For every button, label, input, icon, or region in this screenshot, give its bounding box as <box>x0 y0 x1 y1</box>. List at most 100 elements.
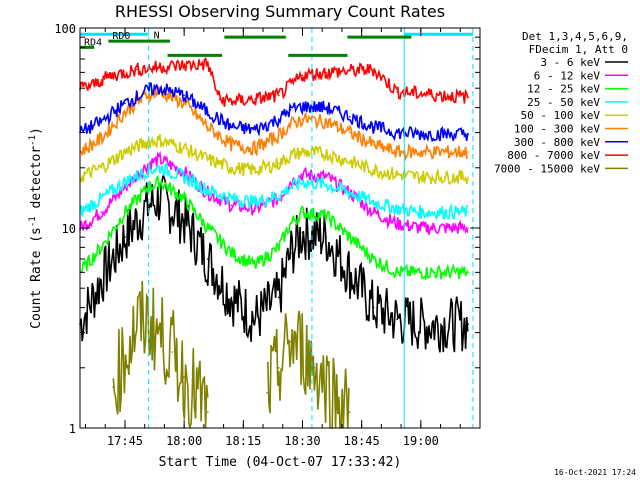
series-point <box>467 227 470 229</box>
series-point <box>301 347 304 350</box>
series-point <box>159 167 162 169</box>
series-point <box>325 183 328 186</box>
series-point <box>124 111 126 113</box>
x-tick-label: 19:00 <box>403 434 439 448</box>
series-point <box>159 334 162 337</box>
series-point <box>337 398 339 400</box>
series-point <box>349 70 351 72</box>
legend-label: 6 - 12 keV <box>534 69 601 82</box>
series-point <box>443 323 446 326</box>
series-point <box>183 376 185 378</box>
series-point <box>278 134 280 137</box>
series-point <box>443 227 446 229</box>
series-point <box>467 271 470 274</box>
legend-label: 100 - 300 keV <box>514 123 600 136</box>
series-point <box>159 181 162 183</box>
series-point <box>301 118 304 120</box>
series-point <box>420 271 422 274</box>
series-point <box>183 218 185 221</box>
x-tick-label: 17:45 <box>107 434 143 448</box>
series-point <box>396 271 399 274</box>
series-point <box>349 236 351 238</box>
series-point <box>443 94 446 97</box>
series-point <box>147 89 150 91</box>
series-point <box>325 236 328 238</box>
series-point <box>420 323 422 326</box>
series-point <box>289 181 292 183</box>
series-point <box>396 223 399 225</box>
series-point <box>230 126 233 128</box>
series-point <box>147 320 150 323</box>
series-point <box>278 194 280 197</box>
series-point <box>100 246 103 249</box>
series-point <box>171 351 174 353</box>
series-line-6 <box>79 82 469 143</box>
series-point <box>183 147 185 150</box>
series-point <box>325 176 328 178</box>
series-point <box>289 123 292 126</box>
x-tick-label: 18:30 <box>284 434 320 448</box>
series-point <box>396 91 399 93</box>
series-point <box>136 68 138 71</box>
series-point <box>159 198 162 200</box>
series-point <box>301 151 304 153</box>
legend-header: Det 1,3,4,5,6,9, <box>522 30 628 43</box>
series-point <box>443 133 446 135</box>
series-point <box>159 158 162 161</box>
series-point <box>230 198 233 200</box>
series-point <box>147 204 150 206</box>
series-point <box>124 236 126 238</box>
series-point <box>325 106 328 109</box>
series-point <box>183 64 185 67</box>
series-point <box>289 340 292 343</box>
series-point <box>207 111 209 113</box>
legend-label: 800 - 7000 keV <box>507 149 600 162</box>
legend-label: 3 - 6 keV <box>540 56 600 69</box>
series-point <box>230 296 233 299</box>
series-point <box>136 323 138 326</box>
y-axis: 1 10 100 <box>54 22 480 436</box>
series-point <box>420 133 422 135</box>
series-line-0 <box>79 172 469 353</box>
night-label: N <box>154 30 160 41</box>
series-point <box>278 94 280 97</box>
series-point <box>443 151 446 153</box>
series-point <box>278 367 280 369</box>
series-point <box>183 94 185 97</box>
series-point <box>112 74 114 77</box>
series-point <box>100 167 103 169</box>
series-point <box>325 71 328 74</box>
series-point <box>230 204 233 206</box>
series-point <box>372 201 375 203</box>
series-point <box>230 144 233 146</box>
series-point <box>443 211 446 213</box>
series-point <box>396 318 399 321</box>
series-point <box>420 151 422 153</box>
series-point <box>325 381 328 383</box>
series-point <box>230 167 233 169</box>
y-tick-label: 1 <box>69 422 76 436</box>
series-point <box>183 176 185 178</box>
series-point <box>254 98 256 101</box>
series-point <box>289 252 292 254</box>
series-point <box>467 133 470 135</box>
series-point <box>254 201 256 203</box>
series-point <box>289 223 292 225</box>
flag-label: RD0 <box>112 31 130 42</box>
series-point <box>207 227 209 229</box>
series-point <box>372 306 375 309</box>
series-point <box>372 68 375 71</box>
series-point <box>100 137 103 140</box>
series-point <box>420 176 422 178</box>
series-point <box>230 252 233 254</box>
series-point <box>325 153 328 155</box>
series-point <box>372 258 375 260</box>
series-point <box>254 169 256 171</box>
series-point <box>254 147 256 150</box>
series-point <box>420 211 422 213</box>
series-line-3 <box>79 162 469 220</box>
x-tick-label: 18:45 <box>344 434 380 448</box>
series-point <box>207 126 209 128</box>
series-point <box>207 189 209 191</box>
